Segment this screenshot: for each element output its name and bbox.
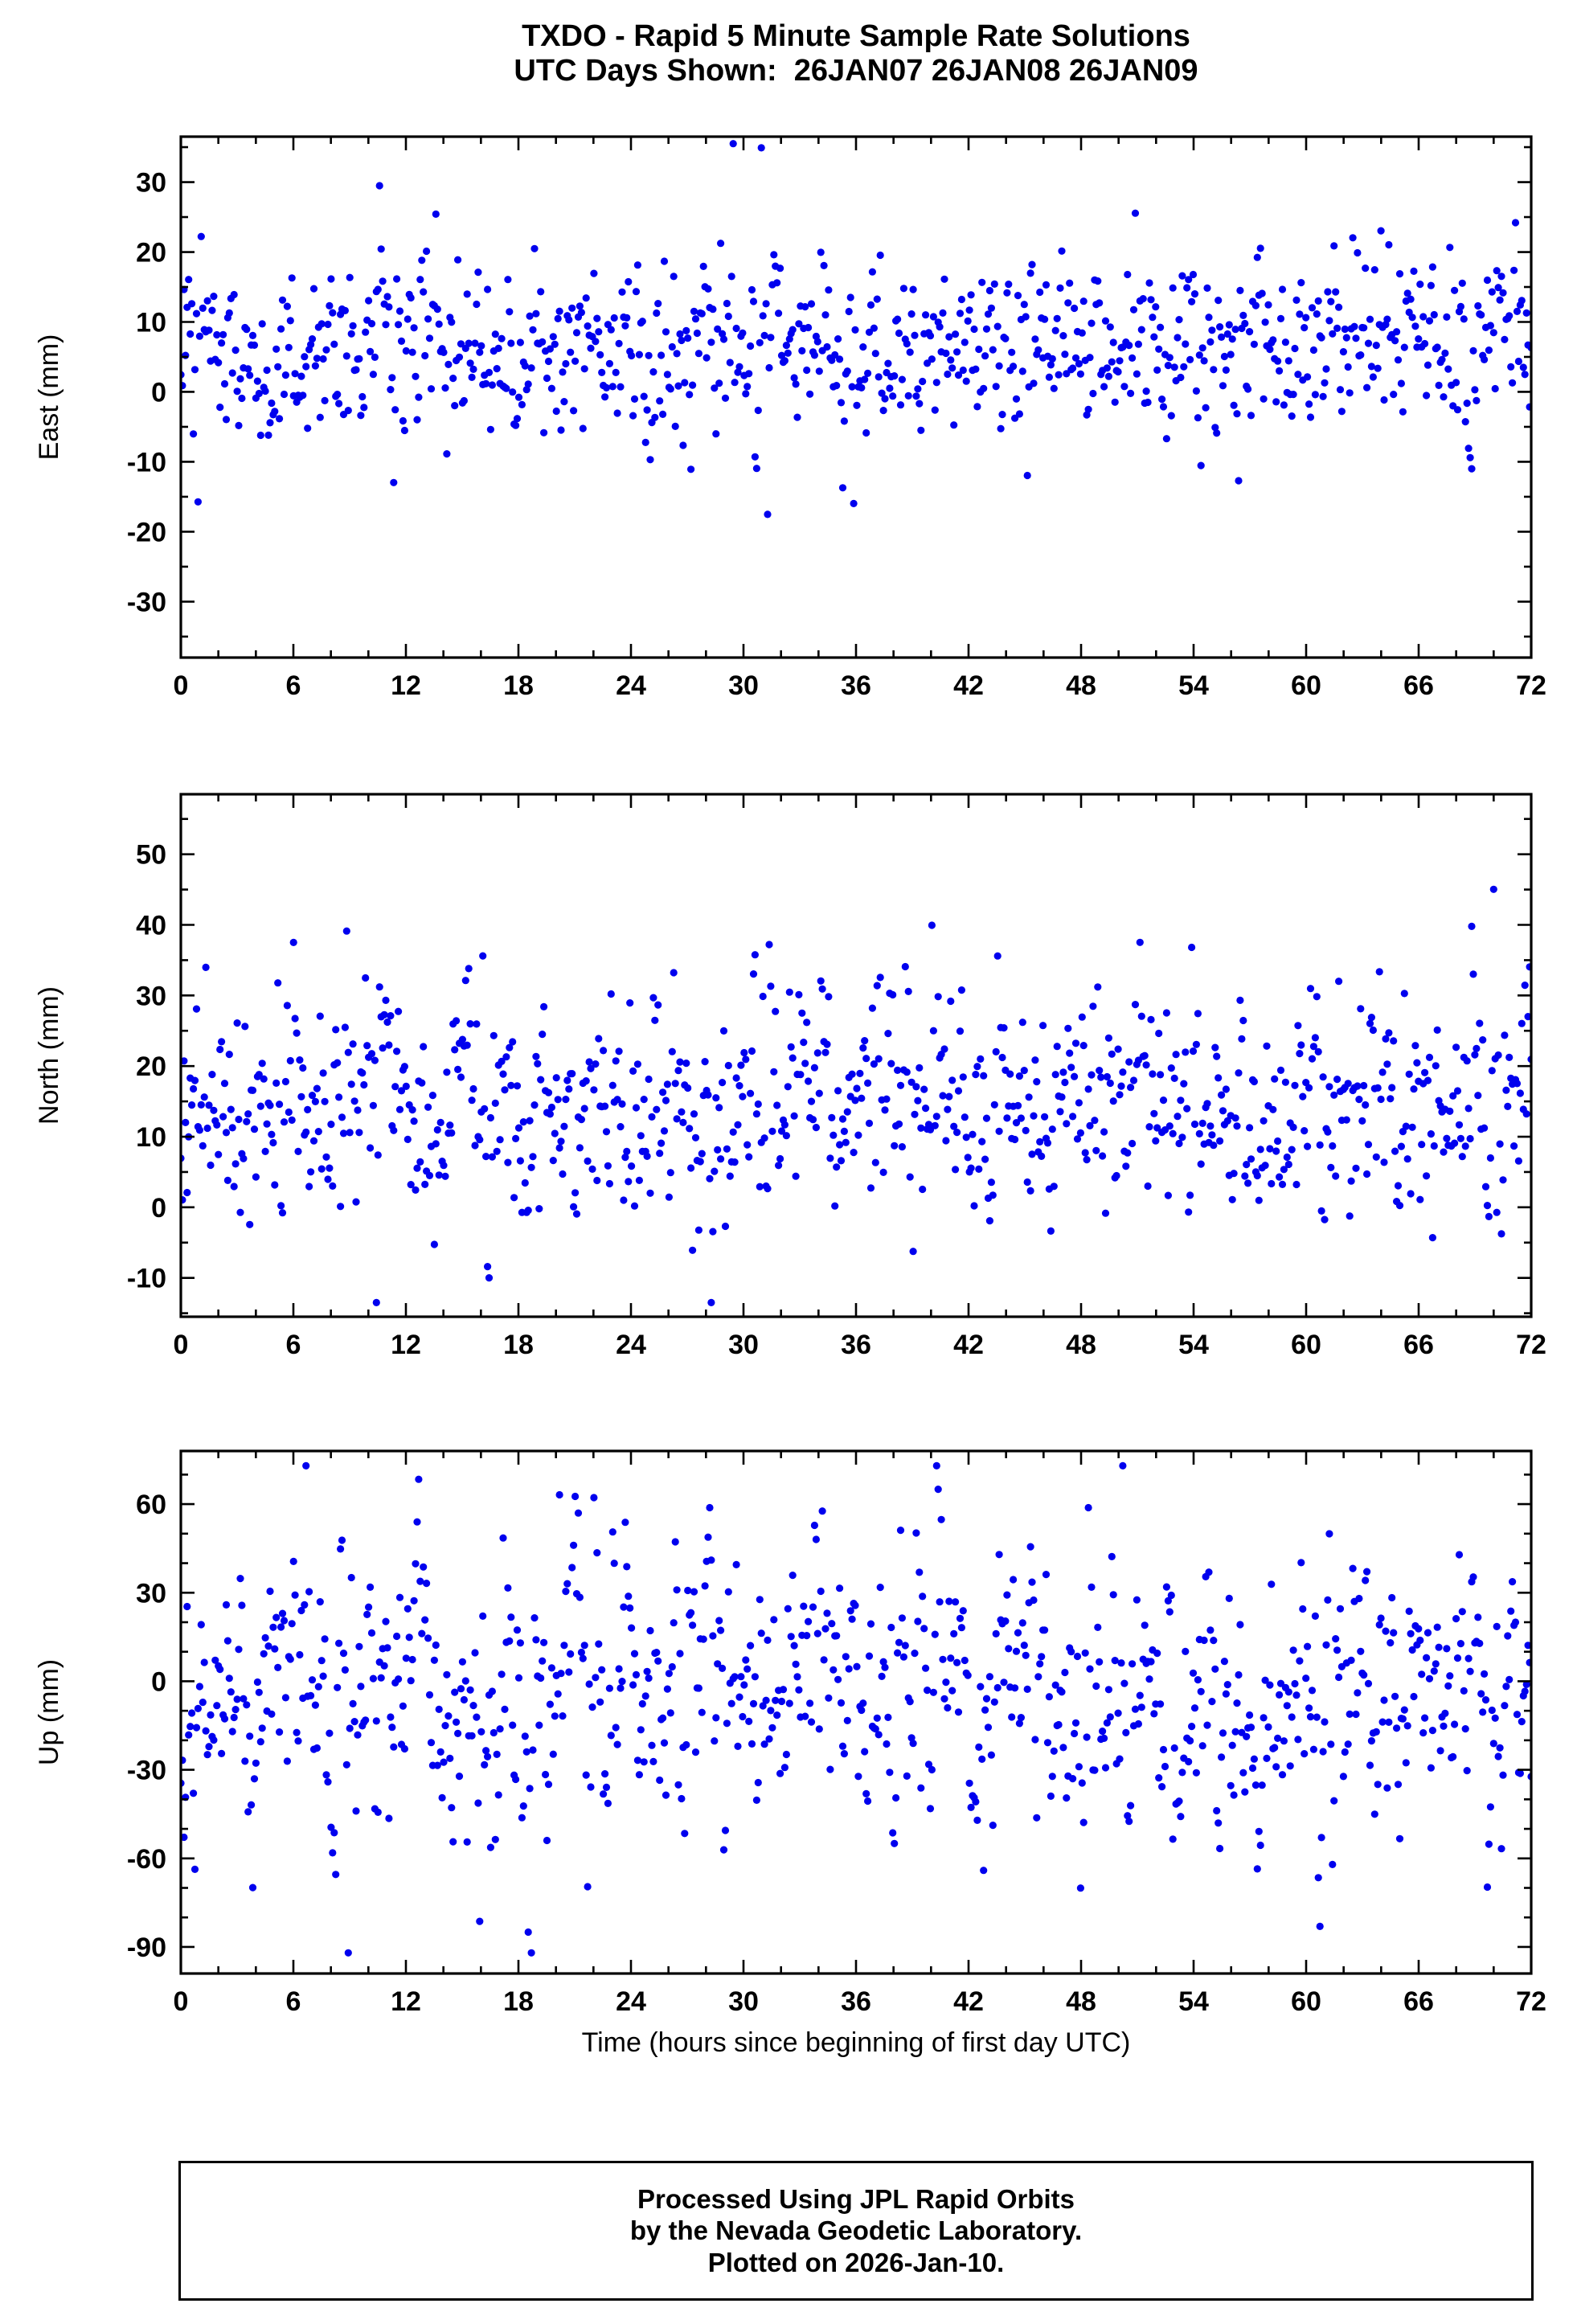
- x-axis-label: Time (hours since beginning of first day…: [581, 2027, 1131, 2058]
- x-tick-label: 6: [286, 670, 301, 701]
- y-tick-label: 0: [151, 1666, 166, 1697]
- y-axis-label-east: East (mm): [34, 334, 64, 461]
- x-tick-label: 54: [1178, 1330, 1209, 1360]
- y-tick-label: -30: [127, 587, 166, 617]
- y-tick-label: 20: [136, 238, 166, 268]
- x-tick-label: 48: [1066, 1330, 1096, 1360]
- x-tick-label: 6: [286, 1986, 301, 2017]
- panel-frame-east: [179, 135, 1533, 659]
- y-axis-label-up: Up (mm): [34, 1659, 64, 1765]
- x-tick-label: 54: [1178, 1986, 1209, 2017]
- title-line-2: UTC Days Shown: 26JAN07 26JAN08 26JAN09: [514, 53, 1198, 88]
- y-tick-label: 10: [136, 1122, 166, 1153]
- y-tick-label: -60: [127, 1844, 166, 1875]
- y-tick-label: 40: [136, 911, 166, 941]
- y-tick-label: 0: [151, 377, 166, 408]
- ticks-east: [179, 137, 1533, 658]
- scatter-points-north: [181, 885, 1531, 1306]
- x-tick-label: 54: [1178, 670, 1209, 701]
- x-tick-label: 36: [841, 670, 871, 701]
- x-tick-label: 60: [1291, 1986, 1321, 2017]
- y-tick-label: 30: [136, 1578, 166, 1609]
- x-tick-label: 18: [503, 670, 534, 701]
- y-tick-label: 0: [151, 1193, 166, 1223]
- y-axis-label-north: North (mm): [34, 986, 64, 1125]
- title-line-1: TXDO - Rapid 5 Minute Sample Rate Soluti…: [522, 19, 1190, 53]
- footer-line-2: by the Nevada Geodetic Laboratory.: [629, 2215, 1083, 2246]
- ticks-north: [179, 794, 1533, 1317]
- y-tick-label: -10: [127, 1264, 166, 1294]
- x-tick-label: 42: [953, 1986, 984, 2017]
- footer-line-3: Plotted on 2026-Jan-10.: [707, 2247, 1005, 2277]
- x-tick-label: 12: [391, 1330, 421, 1360]
- y-tick-label: 50: [136, 840, 166, 871]
- x-tick-label: 0: [174, 1330, 189, 1360]
- x-tick-label: 60: [1291, 1330, 1321, 1360]
- scatter-points-east: [181, 140, 1531, 518]
- footer-box: Processed Using JPL Rapid Orbits by the …: [178, 2161, 1534, 2301]
- ticks-up: [179, 1451, 1533, 1974]
- y-tick-label: 10: [136, 307, 166, 338]
- x-tick-label: 36: [841, 1330, 871, 1360]
- x-tick-label: 24: [616, 1986, 646, 2017]
- scatter-points-up: [181, 1461, 1531, 1957]
- y-tick-label: -10: [127, 447, 166, 478]
- x-tick-label: 30: [728, 670, 759, 701]
- y-tick-label: -20: [127, 517, 166, 547]
- y-tick-label: -90: [127, 1933, 166, 1963]
- panel-frame-up: [179, 1449, 1533, 1975]
- x-tick-label: 0: [174, 670, 189, 701]
- x-tick-label: 12: [391, 1986, 421, 2017]
- x-tick-label: 66: [1403, 670, 1434, 701]
- x-tick-label: 30: [728, 1986, 759, 2017]
- y-tick-label: 60: [136, 1490, 166, 1520]
- x-tick-label: 24: [616, 670, 646, 701]
- x-tick-label: 12: [391, 670, 421, 701]
- x-tick-label: 30: [728, 1330, 759, 1360]
- x-tick-label: 48: [1066, 1986, 1096, 2017]
- x-tick-label: 0: [174, 1986, 189, 2017]
- x-tick-label: 48: [1066, 670, 1096, 701]
- x-tick-label: 6: [286, 1330, 301, 1360]
- y-tick-label: 30: [136, 981, 166, 1011]
- x-tick-label: 72: [1516, 670, 1546, 701]
- y-tick-label: 20: [136, 1051, 166, 1082]
- x-tick-label: 72: [1516, 1330, 1546, 1360]
- x-tick-label: 66: [1403, 1986, 1434, 2017]
- x-tick-label: 18: [503, 1330, 534, 1360]
- footer-line-1: Processed Using JPL Rapid Orbits: [637, 2183, 1075, 2214]
- x-tick-label: 18: [503, 1986, 534, 2017]
- plot-title: TXDO - Rapid 5 Minute Sample Rate Soluti…: [181, 19, 1531, 88]
- x-tick-label: 66: [1403, 1330, 1434, 1360]
- x-tick-label: 42: [953, 670, 984, 701]
- x-tick-label: 42: [953, 1330, 984, 1360]
- panel-frame-north: [179, 793, 1533, 1318]
- x-tick-label: 60: [1291, 670, 1321, 701]
- x-tick-label: 36: [841, 1986, 871, 2017]
- y-tick-label: -30: [127, 1756, 166, 1786]
- x-tick-label: 24: [616, 1330, 646, 1360]
- x-tick-label: 72: [1516, 1986, 1546, 2017]
- y-tick-label: 30: [136, 168, 166, 199]
